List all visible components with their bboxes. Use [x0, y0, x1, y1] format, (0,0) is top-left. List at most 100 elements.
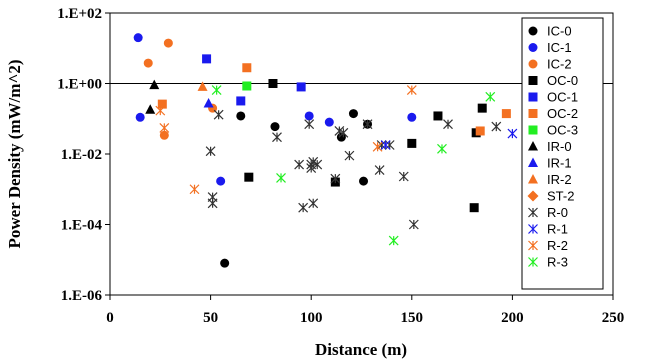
legend: IC-0IC-1 IC-2OC-0 OC-1OC-2 OC-3IR-0 IR-1IR-2… — [521, 17, 604, 290]
point-r-0 — [344, 150, 355, 161]
legend-label-ic-0: IC-0 — [547, 24, 572, 39]
x-tick-label: 50 — [203, 310, 218, 326]
point-ir-0 — [145, 104, 156, 114]
point-ir-2 — [197, 81, 208, 91]
legend-label-oc-3: OC-3 — [547, 123, 578, 138]
point-ic-0 — [220, 258, 230, 268]
legend-label-ir-0: IR-0 — [547, 139, 572, 154]
legend-marker-oc-3 — [528, 125, 538, 135]
legend-marker-r-0 — [528, 207, 538, 218]
legend-marker-oc-2 — [528, 109, 538, 118]
x-tick-label: 250 — [602, 310, 625, 326]
point-r-2 — [189, 184, 200, 195]
y-tick-label: 1.E+00 — [57, 77, 102, 93]
point-r-0 — [298, 202, 309, 213]
point-ic-1 — [216, 176, 226, 186]
y-tick-label: 1.E-04 — [61, 218, 103, 234]
x-tick-label: 100 — [300, 310, 323, 326]
point-ic-1 — [135, 112, 145, 122]
x-tick-label: 200 — [501, 310, 524, 326]
legend-marker-ic-0 — [528, 26, 538, 36]
point-r-0 — [205, 146, 216, 157]
y-axis-label: Power Density (mW/m^2) — [5, 60, 24, 249]
point-oc-0 — [407, 138, 417, 148]
y-tick-label: 1.E-06 — [61, 288, 103, 304]
legend-label-oc-0: OC-0 — [547, 73, 578, 88]
legend-marker-r-1 — [528, 224, 538, 234]
point-r-0 — [362, 119, 373, 130]
legend-label-ir-2: IR-2 — [547, 172, 572, 187]
point-r-0 — [338, 127, 349, 138]
point-ic-0 — [236, 111, 246, 121]
point-r-1 — [380, 140, 391, 150]
point-ic-1 — [304, 111, 314, 121]
point-oc-1 — [296, 82, 306, 92]
legend-marker-ic-2 — [528, 59, 538, 69]
legend-label-r-1: R-1 — [547, 222, 568, 237]
point-r-2 — [159, 122, 170, 133]
point-ic-1 — [407, 112, 417, 122]
x-tick-label: 150 — [401, 310, 424, 326]
legend-marker-ir-0 — [528, 141, 538, 151]
point-ir-0 — [149, 79, 160, 90]
point-r-0 — [312, 159, 323, 170]
point-oc-1 — [202, 54, 212, 64]
legend-marker-st-2 — [527, 190, 539, 202]
point-r-2 — [372, 141, 383, 152]
point-r-0 — [294, 159, 305, 170]
point-r-0 — [304, 119, 315, 130]
point-ic-0 — [359, 176, 369, 186]
point-oc-2 — [242, 63, 252, 73]
point-r-3 — [211, 85, 222, 96]
point-oc-0 — [469, 203, 479, 213]
legend-label-ic-1: IC-1 — [547, 40, 572, 55]
point-r-0 — [272, 132, 282, 143]
legend-label-ic-2: IC-2 — [547, 57, 572, 72]
point-r-2 — [406, 85, 417, 96]
legend-label-r-2: R-2 — [547, 238, 568, 253]
legend-label-ir-1: IR-1 — [547, 156, 572, 171]
y-axis-ticks: 1.E-06 1.E-04 1.E-02 1.E+00 1.E+02 — [57, 6, 110, 304]
legend-marker-oc-1 — [528, 92, 538, 102]
point-r-3 — [437, 143, 447, 154]
point-oc-1 — [236, 96, 246, 106]
point-ic-0 — [270, 122, 280, 132]
data-marks — [133, 33, 518, 268]
point-oc-0 — [244, 172, 254, 182]
y-tick-label: 1.E-02 — [61, 147, 102, 163]
point-r-0 — [374, 165, 385, 175]
x-tick-label: 0 — [106, 310, 114, 326]
point-ir-1 — [203, 98, 214, 108]
point-ic-0 — [348, 109, 358, 119]
y-tick-label: 1.E+02 — [57, 6, 102, 22]
point-r-0 — [330, 173, 341, 184]
legend-marker-r-2 — [528, 240, 538, 251]
point-oc-0 — [477, 103, 487, 113]
point-ic-1 — [133, 33, 143, 43]
point-ic-2 — [163, 38, 173, 48]
point-oc-2 — [501, 109, 511, 119]
point-oc-0 — [433, 111, 443, 121]
point-r-0 — [443, 119, 453, 130]
point-r-0 — [213, 109, 224, 120]
point-r-0 — [207, 198, 218, 209]
legend-marker-ic-1 — [528, 43, 538, 52]
point-r-3 — [388, 235, 399, 246]
point-ic-2 — [159, 130, 169, 140]
point-oc-2 — [475, 126, 485, 136]
point-r-1 — [507, 128, 518, 139]
point-ic-2 — [143, 58, 153, 68]
point-r-0 — [306, 163, 317, 173]
legend-label-r-0: R-0 — [547, 205, 568, 220]
point-oc-3 — [242, 81, 252, 91]
legend-label-oc-2: OC-2 — [547, 106, 578, 121]
legend-marker-r-3 — [528, 257, 538, 267]
legend-marker-ir-2 — [528, 174, 538, 184]
legend-marker-ir-1 — [528, 157, 538, 167]
x-axis-ticks: 0 50 100 150 200 250 — [106, 295, 624, 326]
point-oc-2 — [157, 99, 167, 109]
legend-label-r-3: R-3 — [547, 255, 568, 270]
point-r-0 — [408, 219, 419, 230]
point-r-3 — [276, 172, 286, 183]
